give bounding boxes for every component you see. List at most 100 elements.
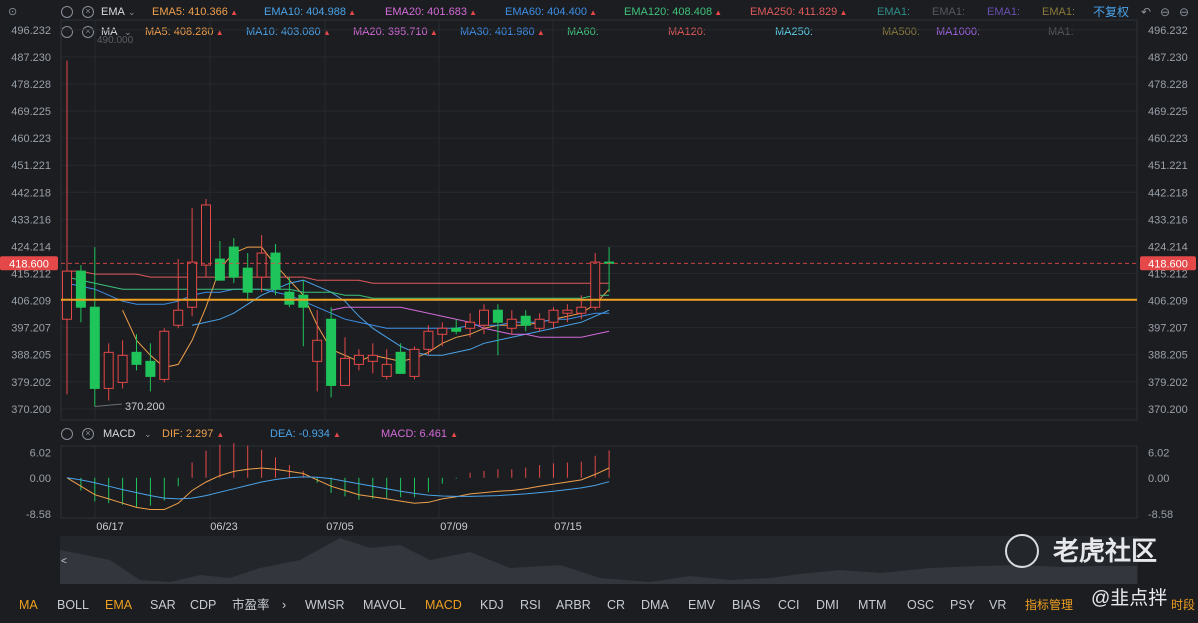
chevron-down-icon[interactable]: ⌄ bbox=[144, 429, 152, 439]
overview-left-handle: < bbox=[61, 556, 67, 567]
price-tick-left: 415.212 bbox=[11, 268, 51, 280]
macd-tick-right: -8.58 bbox=[1148, 509, 1173, 521]
tab-2[interactable]: EMA bbox=[105, 598, 133, 612]
minus-icon[interactable]: ⊖ bbox=[1179, 5, 1190, 19]
watermark-brand: 老虎社区 bbox=[1053, 536, 1158, 566]
price-tick-right: 469.225 bbox=[1148, 106, 1188, 118]
ema-indicator-name[interactable]: EMA bbox=[101, 6, 125, 18]
candle-body bbox=[173, 309, 184, 326]
up-arrow-icon: ▲ bbox=[227, 8, 238, 17]
price-tick-left: 388.205 bbox=[11, 350, 51, 362]
price-tick-right: 487.230 bbox=[1148, 52, 1188, 64]
current-price-right: 418.600 bbox=[1148, 258, 1188, 270]
tab-14[interactable]: DMA bbox=[641, 598, 669, 612]
tab-18[interactable]: DMI bbox=[816, 598, 839, 612]
kline-chart[interactable]: 496.232 496.232 487.230 487.230 478.228 478.2… bbox=[0, 0, 1198, 590]
ma-line-ma30 bbox=[66, 282, 610, 329]
tab-3[interactable]: SAR bbox=[150, 598, 176, 612]
candlesticks: 370.200 bbox=[62, 60, 615, 413]
chevron-down-icon[interactable]: ⌄ bbox=[124, 27, 132, 37]
candle-body bbox=[548, 309, 559, 323]
ma-value-3: MA30: 401.980 ▲ bbox=[460, 26, 545, 38]
macd-tick-right: 0.00 bbox=[1148, 473, 1169, 485]
ema-value-0: EMA5: 410.366 ▲ bbox=[152, 6, 238, 18]
date-tick: 07/09 bbox=[440, 521, 468, 533]
ma-value-7: MA500: bbox=[882, 26, 920, 38]
tab-21[interactable]: PSY bbox=[950, 598, 976, 612]
tab-10[interactable]: KDJ bbox=[480, 598, 504, 612]
macd-indicator-name[interactable]: MACD bbox=[103, 428, 136, 440]
current-price-left: 418.600 bbox=[9, 258, 49, 270]
candle-body bbox=[270, 252, 281, 290]
ema-value-3: EMA60: 404.400 ▲ bbox=[505, 6, 598, 18]
candle-body bbox=[228, 246, 239, 278]
tab-22[interactable]: VR bbox=[989, 598, 1007, 612]
macd-dea-value: DEA: -0.934 ▲ bbox=[270, 428, 341, 440]
candle-body bbox=[479, 309, 489, 326]
price-tick-right: 460.223 bbox=[1148, 133, 1188, 145]
price-tick-right: 388.205 bbox=[1148, 350, 1188, 362]
tab-4[interactable]: CDP bbox=[190, 598, 217, 612]
tab-13[interactable]: CR bbox=[607, 598, 626, 612]
candle-body bbox=[298, 294, 309, 308]
collapse-icon[interactable]: ⊙ bbox=[8, 6, 18, 18]
candle-body bbox=[451, 327, 462, 332]
macd-panel-frame bbox=[60, 445, 1138, 519]
low-annotation-line bbox=[94, 403, 123, 407]
price-tick-left: 442.218 bbox=[11, 187, 51, 199]
chevron-down-icon[interactable]: ⌄ bbox=[128, 7, 136, 17]
ma-indicator-name[interactable]: MA bbox=[101, 26, 118, 38]
tab-9[interactable]: MACD bbox=[425, 598, 462, 612]
candle-body bbox=[75, 270, 86, 308]
macd-tick-left: 6.02 bbox=[30, 447, 51, 459]
adjust-mode-button[interactable]: 不复权 bbox=[1093, 5, 1130, 19]
price-tick-left: 424.214 bbox=[11, 241, 51, 253]
tab-15[interactable]: EMV bbox=[688, 598, 716, 612]
tab-24[interactable]: 时段 bbox=[1171, 598, 1196, 612]
ema-value-8: EMA1: bbox=[987, 6, 1021, 18]
undo-icon[interactable]: ↶ bbox=[1141, 5, 1152, 19]
price-tick-left: 397.207 bbox=[11, 323, 51, 335]
gear-icon[interactable] bbox=[61, 428, 73, 440]
tab-5[interactable]: 市盈率 bbox=[232, 598, 270, 612]
up-arrow-icon: ▲ bbox=[586, 8, 598, 17]
candle-body bbox=[353, 354, 364, 365]
ema-indicator-row: ⊙ × EMA ⌄ EMA5: 410.366 ▲ EMA10: 404.988 … bbox=[0, 1, 1198, 23]
tab-0[interactable]: MA bbox=[19, 598, 38, 612]
macd-dif-line bbox=[66, 467, 610, 510]
close-icon[interactable]: × bbox=[82, 26, 94, 38]
price-tick-right: 415.212 bbox=[1148, 268, 1188, 280]
tab-6[interactable]: › bbox=[282, 598, 287, 612]
ema-value-5: EMA250: 411.829 ▲ bbox=[750, 6, 848, 18]
watermark-user: @韭点拌 bbox=[1091, 588, 1168, 609]
ma-value-8: MA1000: bbox=[936, 26, 981, 38]
price-axis: 496.232 496.232 487.230 487.230 478.228 478.2… bbox=[11, 25, 1188, 416]
price-tick-right: 433.216 bbox=[1148, 214, 1188, 226]
tab-23[interactable]: 指标管理 bbox=[1025, 598, 1074, 612]
tab-7[interactable]: WMSR bbox=[305, 598, 345, 612]
tab-20[interactable]: OSC bbox=[907, 598, 935, 612]
tab-12[interactable]: ARBR bbox=[556, 598, 591, 612]
ma-indicator-row: × MA ⌄ 490.000 MA5: 408.280 ▲ MA10: 403.0… bbox=[0, 21, 1130, 46]
price-tick-left: 433.216 bbox=[11, 214, 51, 226]
macd-panel: 6.02 6.02 0.00 0.00 -8.58 -8.58 bbox=[26, 443, 1173, 521]
ma-value-0: MA5: 408.280 ▲ bbox=[145, 26, 224, 38]
restore-icon[interactable]: ⊖ bbox=[1160, 5, 1171, 19]
tab-8[interactable]: MAVOL bbox=[363, 598, 406, 612]
date-tick: 06/17 bbox=[96, 521, 124, 533]
tab-16[interactable]: BIAS bbox=[732, 598, 761, 612]
up-arrow-icon: ▲ bbox=[427, 28, 438, 37]
close-icon[interactable]: × bbox=[82, 428, 94, 440]
tab-17[interactable]: CCI bbox=[778, 598, 800, 612]
ma-value-2: MA20: 395.710 ▲ bbox=[353, 26, 438, 38]
gear-icon[interactable] bbox=[61, 6, 73, 18]
tab-19[interactable]: MTM bbox=[858, 598, 887, 612]
up-arrow-icon: ▲ bbox=[534, 28, 545, 37]
candle-body bbox=[103, 351, 114, 389]
close-icon[interactable]: × bbox=[82, 6, 94, 18]
candle-body bbox=[131, 351, 142, 365]
price-tick-left: 469.225 bbox=[11, 106, 51, 118]
tab-11[interactable]: RSI bbox=[520, 598, 541, 612]
tab-1[interactable]: BOLL bbox=[57, 598, 89, 612]
candle-body bbox=[145, 360, 156, 377]
